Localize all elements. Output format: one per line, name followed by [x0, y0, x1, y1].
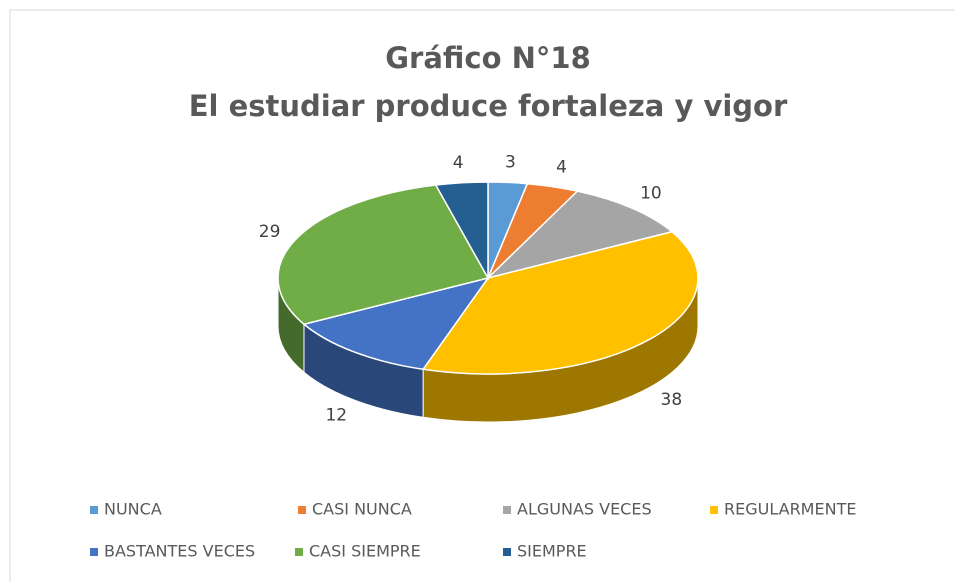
legend-swatch — [710, 506, 718, 514]
pie-slice — [421, 230, 699, 375]
legend-swatch — [298, 506, 306, 514]
legend-label: CASI NUNCA — [312, 500, 412, 519]
chart-subtitle: El estudiar produce fortaleza y vigor — [189, 89, 788, 123]
legend-swatch — [503, 506, 511, 514]
legend-swatch — [90, 506, 98, 514]
data-label: 4 — [453, 153, 464, 173]
legend-label: CASI SIEMPRE — [309, 542, 421, 561]
data-label: 12 — [325, 405, 347, 425]
legend-swatch — [503, 548, 511, 556]
pie-slice — [434, 181, 489, 281]
legend-label: NUNCA — [104, 500, 162, 519]
data-label: 3 — [505, 153, 516, 173]
pie-slice — [302, 276, 490, 371]
legend-label: BASTANTES VECES — [104, 542, 255, 561]
pie-slice — [277, 184, 490, 326]
data-label: 38 — [661, 390, 683, 410]
legend-label: ALGUNAS VECES — [517, 500, 652, 519]
legend-swatch — [90, 548, 98, 556]
data-label: 29 — [259, 222, 281, 242]
data-label: 4 — [556, 158, 567, 178]
chart-title: Gráfico N°18 — [385, 41, 591, 75]
legend-label: REGULARMENTE — [724, 500, 856, 519]
data-label: 10 — [640, 183, 662, 203]
pie-slice — [485, 190, 674, 280]
legend-label: SIEMPRE — [517, 542, 587, 561]
legend-swatch — [295, 548, 303, 556]
